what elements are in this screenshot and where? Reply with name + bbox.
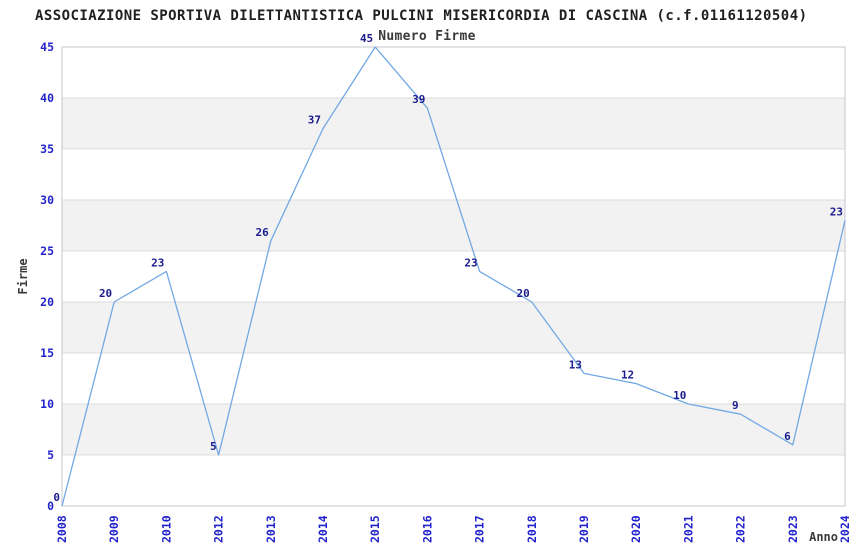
- point-label: 20: [517, 287, 530, 300]
- point-label: 45: [360, 32, 373, 45]
- x-tick-label: 2021: [681, 515, 695, 543]
- chart-subtitle: Numero Firme: [378, 29, 476, 44]
- y-tick-label: 0: [47, 499, 54, 513]
- x-tick-label: 2008: [55, 515, 69, 543]
- y-axis-label: Firme: [16, 258, 30, 294]
- point-label: 23: [830, 205, 843, 218]
- point-label: 5: [210, 440, 217, 453]
- plot-band: [62, 98, 845, 149]
- y-tick-label: 20: [40, 295, 54, 309]
- y-tick-label: 5: [47, 448, 54, 462]
- x-tick-label: 2017: [473, 515, 487, 543]
- point-label: 13: [569, 358, 582, 371]
- x-tick-label: 2022: [734, 515, 748, 543]
- x-tick-label: 2023: [786, 515, 800, 543]
- point-label: 9: [732, 399, 739, 412]
- x-tick-label: 2009: [107, 515, 121, 543]
- plot-band: [62, 404, 845, 455]
- point-label: 23: [464, 256, 477, 269]
- plot-band: [62, 302, 845, 353]
- x-tick-label: 2020: [629, 515, 643, 543]
- y-tick-label: 45: [40, 40, 54, 54]
- plot-border: [61, 46, 846, 507]
- x-tick-label: 2019: [577, 515, 591, 543]
- series-line: [61, 46, 846, 507]
- x-tick-label: 2015: [368, 515, 382, 543]
- chart-title: ASSOCIAZIONE SPORTIVA DILETTANTISTICA PU…: [35, 8, 808, 24]
- point-label: 26: [256, 226, 270, 239]
- point-label: 10: [673, 389, 686, 402]
- y-tick-label: 40: [40, 91, 54, 105]
- x-tick-label: 2016: [420, 515, 434, 543]
- x-tick-label: 2014: [316, 515, 330, 543]
- point-label: 0: [53, 491, 60, 504]
- point-label: 23: [151, 256, 164, 269]
- point-label: 39: [412, 93, 425, 106]
- y-tick-label: 10: [40, 397, 54, 411]
- point-label: 20: [99, 287, 112, 300]
- point-label: 6: [784, 430, 791, 443]
- x-tick-label: 2010: [159, 515, 173, 543]
- y-tick-label: 15: [40, 346, 54, 360]
- x-axis-label: Anno: [809, 530, 838, 544]
- y-tick-label: 25: [40, 244, 54, 258]
- x-tick-label: 2013: [264, 515, 278, 543]
- point-label: 37: [308, 114, 321, 127]
- point-label: 12: [621, 369, 634, 382]
- x-tick-label: 2024: [838, 515, 850, 543]
- y-tick-label: 35: [40, 142, 54, 156]
- x-tick-label: 2018: [525, 515, 539, 543]
- y-tick-label: 30: [40, 193, 54, 207]
- x-tick-label: 2012: [212, 515, 226, 543]
- plot-band: [62, 200, 845, 251]
